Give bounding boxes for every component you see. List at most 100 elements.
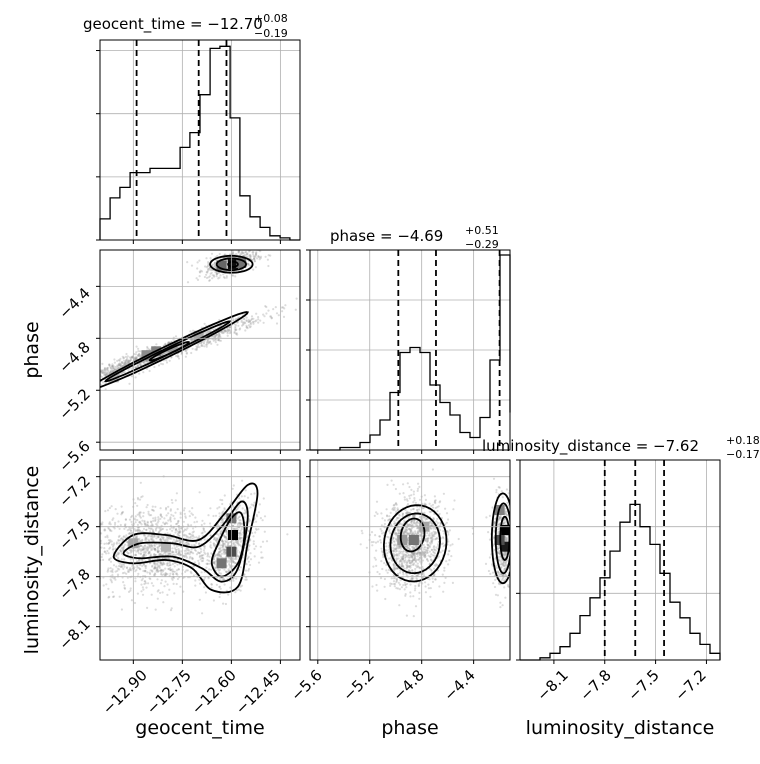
scatter-point [171, 502, 173, 504]
scatter-point [134, 528, 136, 530]
scatter-point [148, 540, 150, 542]
scatter-point [134, 577, 136, 579]
scatter-point [91, 377, 93, 379]
scatter-point [301, 311, 303, 313]
scatter-point [398, 563, 400, 565]
scatter-point [208, 568, 210, 570]
scatter-point [172, 515, 174, 517]
scatter-point [176, 549, 178, 551]
scatter-point [380, 512, 382, 514]
scatter-point [204, 265, 206, 267]
scatter-point [445, 560, 447, 562]
scatter-point [323, 289, 325, 291]
scatter-point [184, 513, 186, 515]
scatter-point [95, 383, 97, 385]
scatter-point [166, 514, 168, 516]
scatter-point [376, 590, 378, 592]
scatter-point [426, 558, 428, 560]
scatter-point [155, 343, 157, 345]
scatter-point [380, 577, 382, 579]
scatter-point [244, 322, 246, 324]
scatter-point [196, 277, 198, 279]
scatter-point [124, 544, 126, 546]
scatter-point [227, 594, 229, 596]
scatter-point [198, 346, 200, 348]
scatter-point [268, 254, 270, 256]
scatter-point [205, 591, 207, 593]
scatter-point [381, 517, 383, 519]
scatter-point [408, 495, 410, 497]
scatter-point [375, 565, 377, 567]
scatter-point [131, 599, 133, 601]
scatter-point [447, 533, 449, 535]
scatter-point [101, 363, 103, 365]
scatter-point [235, 557, 237, 559]
scatter-point [192, 348, 194, 350]
scatter-point [142, 589, 144, 591]
scatter-point [191, 544, 193, 546]
scatter-point [412, 595, 414, 597]
scatter-point [425, 585, 427, 587]
scatter-point [210, 569, 212, 571]
scatter-point [255, 313, 257, 315]
scatter-point [384, 598, 386, 600]
scatter-point [116, 513, 118, 515]
scatter-point [127, 529, 129, 531]
scatter-point [103, 584, 105, 586]
scatter-point [221, 503, 223, 505]
scatter-point [94, 478, 96, 480]
scatter-point [154, 564, 156, 566]
scatter-point [258, 256, 260, 258]
scatter-point [144, 570, 146, 572]
scatter-point [59, 396, 61, 398]
scatter-point [374, 515, 376, 517]
scatter-point [134, 580, 136, 582]
scatter-point [163, 563, 165, 565]
scatter-point [224, 330, 226, 332]
scatter-point [393, 547, 395, 549]
scatter-point [137, 593, 139, 595]
scatter-point [216, 344, 218, 346]
scatter-point [371, 531, 373, 533]
scatter-point [194, 585, 196, 587]
scatter-point [89, 371, 91, 373]
scatter-point [169, 573, 171, 575]
scatter-point [249, 256, 251, 258]
scatter-point [185, 555, 187, 557]
scatter-point [224, 536, 226, 538]
scatter-point [239, 532, 241, 534]
scatter-point [41, 401, 43, 403]
scatter-point [254, 320, 256, 322]
scatter-point [295, 309, 297, 311]
scatter-point [251, 315, 253, 317]
scatter-point [442, 574, 444, 576]
scatter-point [143, 564, 145, 566]
scatter-point [198, 535, 200, 537]
scatter-point [142, 570, 144, 572]
scatter-point [385, 542, 387, 544]
scatter-point [153, 510, 155, 512]
scatter-point [238, 251, 240, 253]
scatter-point [430, 505, 432, 507]
scatter-point [78, 375, 80, 377]
scatter-point [91, 507, 93, 509]
density-cell [228, 530, 238, 540]
scatter-point [97, 378, 99, 380]
scatter-point [48, 393, 50, 395]
scatter-point [95, 543, 97, 545]
scatter-point [399, 493, 401, 495]
scatter-point [405, 593, 407, 595]
scatter-point [263, 497, 265, 499]
scatter-point [183, 555, 185, 557]
scatter-point [86, 378, 88, 380]
joint-panel [65, 475, 288, 614]
scatter-point [97, 381, 99, 383]
scatter-point [152, 585, 154, 587]
scatter-point [264, 531, 266, 533]
scatter-point [250, 323, 252, 325]
scatter-point [85, 375, 87, 377]
scatter-point [73, 385, 75, 387]
scatter-point [232, 275, 234, 277]
scatter-point [147, 522, 149, 524]
scatter-point [106, 372, 108, 374]
